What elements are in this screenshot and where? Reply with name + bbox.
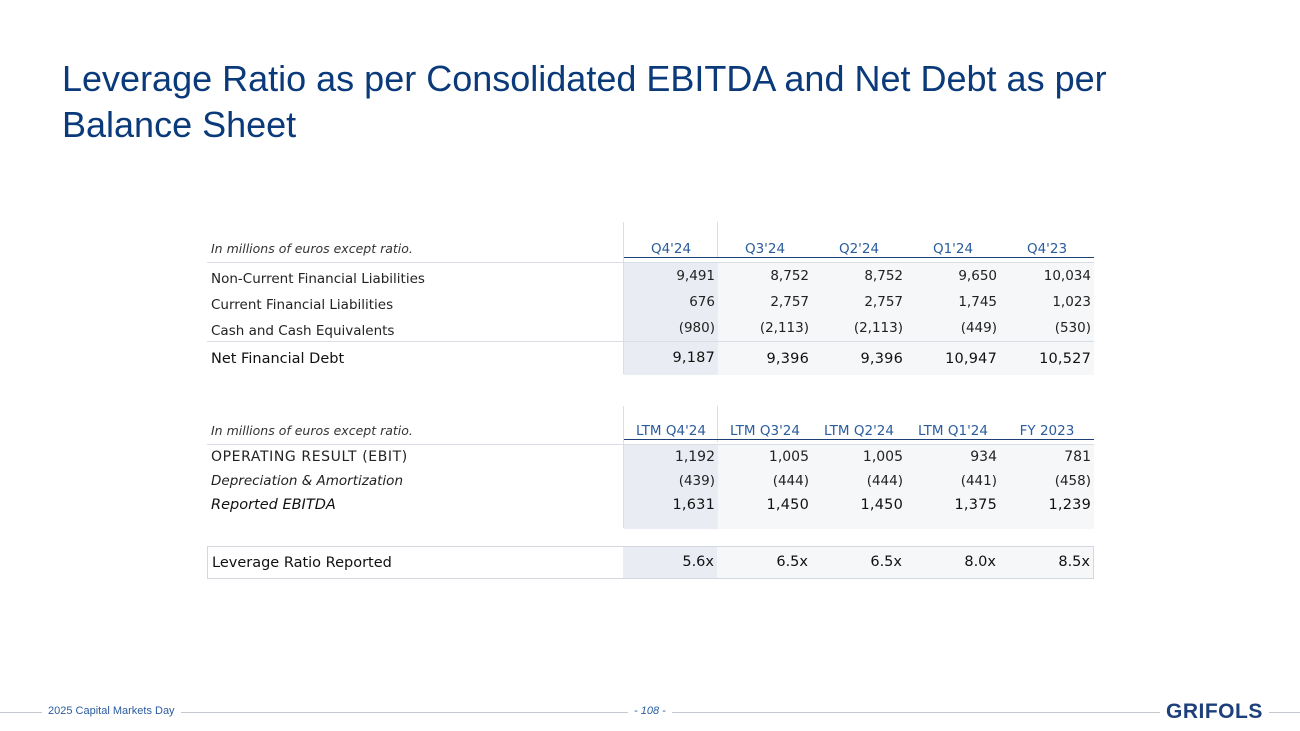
table-cell: 6.5x <box>870 554 902 570</box>
column-header: Q4'24 <box>650 241 692 257</box>
table-cell: 1,023 <box>1052 294 1091 310</box>
table-cell: 9,491 <box>624 263 718 289</box>
table-row: Cash and Cash Equivalents (980) (2,113) … <box>207 315 1094 341</box>
table-cell: 1,192 <box>624 445 718 469</box>
grifols-logo: GRIFOLS <box>1160 700 1269 724</box>
table-row: Current Financial Liabilities 676 2,757 … <box>207 289 1094 315</box>
table-cell: 781 <box>1064 449 1091 465</box>
table-cell: 9,650 <box>958 268 997 284</box>
row-label: Reported EBITDA <box>211 497 336 513</box>
table-cell: 676 <box>624 289 718 315</box>
ebitda-table: In millions of euros except ratio. LTM Q… <box>207 406 1094 529</box>
table-cell: (439) <box>624 469 718 493</box>
row-label: Cash and Cash Equivalents <box>211 323 395 339</box>
table-cell: 1,005 <box>768 449 809 465</box>
table-cell: 9,396 <box>766 350 809 367</box>
net-debt-table: In millions of euros except ratio. Q4'24… <box>207 222 1094 375</box>
table-cell: (449) <box>960 320 997 336</box>
page-title: Leverage Ratio as per Consolidated EBITD… <box>62 58 1107 145</box>
table-cell: 8,752 <box>864 268 903 284</box>
table-cell: 1,005 <box>862 449 903 465</box>
table-cell: (444) <box>866 473 903 489</box>
table-cell: 10,947 <box>945 350 997 367</box>
row-label: Depreciation & Amortization <box>211 473 403 489</box>
table-cell: 1,450 <box>766 497 809 513</box>
table-cell: 5.6x <box>623 547 717 578</box>
table-cell: 10,527 <box>1039 350 1091 367</box>
units-note: In millions of euros except ratio. <box>211 423 413 438</box>
table-cell: 1,375 <box>954 497 997 513</box>
table-cell: 1,745 <box>958 294 997 310</box>
table-row: Depreciation & Amortization (439) (444) … <box>207 469 1094 493</box>
table-cell: 2,757 <box>770 294 809 310</box>
table-cell: 934 <box>970 449 997 465</box>
table-cell: 1,450 <box>860 497 903 513</box>
table-row: OPERATING RESULT (EBIT) 1,192 1,005 1,00… <box>207 444 1094 469</box>
table-cell: (2,113) <box>853 320 903 336</box>
table-row: Reported EBITDA 1,631 1,450 1,450 1,375 … <box>207 493 1094 517</box>
column-header: LTM Q4'24 <box>636 423 706 439</box>
row-label: OPERATING RESULT (EBIT) <box>211 449 408 465</box>
column-header: FY 2023 <box>1019 423 1075 439</box>
column-header: Q2'24 <box>838 241 880 257</box>
table-cell: 1,239 <box>1048 497 1091 513</box>
footer-event-label: 2025 Capital Markets Day <box>42 705 181 717</box>
total-row: Net Financial Debt 9,187 9,396 9,396 10,… <box>207 341 1094 375</box>
leverage-ratio-row: Leverage Ratio Reported 5.6x 6.5x 6.5x 8… <box>207 546 1094 579</box>
table-cell: 8.5x <box>1058 554 1090 570</box>
table-row: Non-Current Financial Liabilities 9,491 … <box>207 262 1094 289</box>
table-cell: 6.5x <box>776 554 808 570</box>
table-cell: (980) <box>624 315 718 341</box>
row-label: Net Financial Debt <box>211 350 345 367</box>
table-header-row: In millions of euros except ratio. LTM Q… <box>207 416 1094 444</box>
table-cell: (444) <box>772 473 809 489</box>
table-cell: 2,757 <box>864 294 903 310</box>
table-cell: 8.0x <box>964 554 996 570</box>
row-label: Non-Current Financial Liabilities <box>211 271 425 287</box>
table-cell: (441) <box>960 473 997 489</box>
row-label: Leverage Ratio Reported <box>212 554 392 571</box>
column-header: LTM Q3'24 <box>730 423 800 439</box>
column-header: Q3'24 <box>744 241 786 257</box>
table-header-row: In millions of euros except ratio. Q4'24… <box>207 232 1094 262</box>
column-header: Q1'24 <box>932 241 974 257</box>
table-cell: 9,187 <box>624 342 718 375</box>
column-header: Q4'23 <box>1026 241 1068 257</box>
row-label: Current Financial Liabilities <box>211 297 394 313</box>
units-note: In millions of euros except ratio. <box>211 241 413 256</box>
table-cell: 8,752 <box>770 268 809 284</box>
page-number: - 108 - <box>628 705 672 717</box>
column-header: LTM Q2'24 <box>824 423 894 439</box>
table-cell: 9,396 <box>860 350 903 367</box>
table-cell: (2,113) <box>759 320 809 336</box>
spacer-row <box>207 517 1094 529</box>
column-header: LTM Q1'24 <box>918 423 988 439</box>
table-cell: 1,631 <box>624 493 718 517</box>
table-cell: 10,034 <box>1043 268 1091 284</box>
table-cell: (530) <box>1054 320 1091 336</box>
table-cell: (458) <box>1054 473 1091 489</box>
